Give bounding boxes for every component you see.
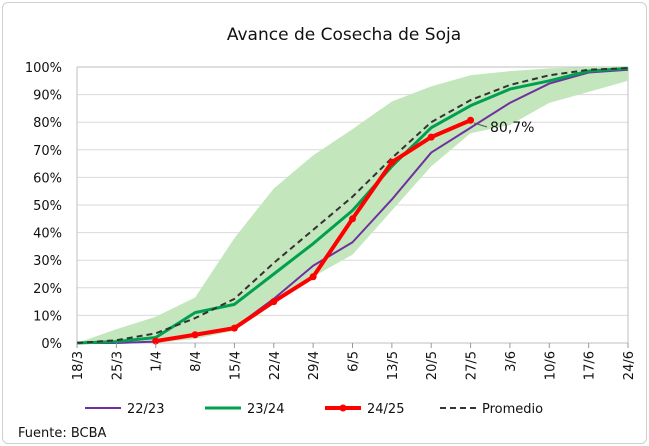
x-tick-label: 27/5 [465, 351, 480, 380]
x-tick-label: 17/6 [583, 351, 598, 380]
x-tick-label: 18/3 [71, 351, 86, 380]
y-tick-label: 30% [33, 254, 62, 269]
y-tick-label: 100% [25, 61, 62, 76]
range-band [77, 67, 628, 343]
legend-label: 23/24 [247, 402, 284, 417]
x-tick-label: 8/4 [189, 351, 204, 372]
x-tick-label: 22/4 [268, 351, 283, 380]
x-tick-label: 29/4 [307, 351, 322, 380]
y-tick-label: 50% [33, 199, 62, 214]
y-tick-label: 90% [33, 89, 62, 104]
data-point [152, 337, 160, 345]
data-label-last: 80,7% [490, 120, 534, 136]
x-tick-label: 6/5 [347, 351, 362, 372]
y-tick-label: 10% [33, 309, 62, 324]
data-point [270, 298, 278, 306]
data-point [349, 215, 356, 223]
x-tick-label: 25/3 [110, 351, 125, 380]
y-tick-label: 70% [33, 144, 62, 159]
data-point [230, 324, 238, 332]
y-tick-label: 20% [33, 282, 62, 297]
data-point [467, 116, 475, 124]
chart-title: Avance de Cosecha de Soja [227, 25, 461, 45]
y-tick-label: 60% [33, 171, 62, 186]
y-tick-label: 0% [41, 337, 62, 352]
legend-marker [339, 404, 347, 412]
legend-label: 22/23 [127, 402, 164, 417]
legend-label: 24/25 [367, 402, 404, 417]
x-tick-label: 20/5 [425, 351, 440, 380]
data-point [427, 133, 435, 141]
x-tick-label: 1/4 [150, 351, 165, 372]
data-point [191, 331, 199, 339]
x-tick-label: 3/6 [504, 351, 519, 372]
legend-label: Promedio [482, 402, 543, 417]
annotation-leader [473, 122, 488, 128]
x-tick-label: 15/4 [228, 351, 243, 380]
data-point [388, 158, 396, 166]
x-tick-label: 10/6 [543, 351, 558, 380]
y-tick-label: 80% [33, 116, 62, 131]
y-tick-label: 40% [33, 227, 62, 242]
data-point [309, 273, 317, 281]
series-line-promedio [76, 67, 629, 344]
source-note: Fuente: BCBA [18, 426, 107, 441]
x-tick-label: 13/5 [386, 351, 401, 380]
x-tick-label: 24/6 [622, 351, 637, 380]
